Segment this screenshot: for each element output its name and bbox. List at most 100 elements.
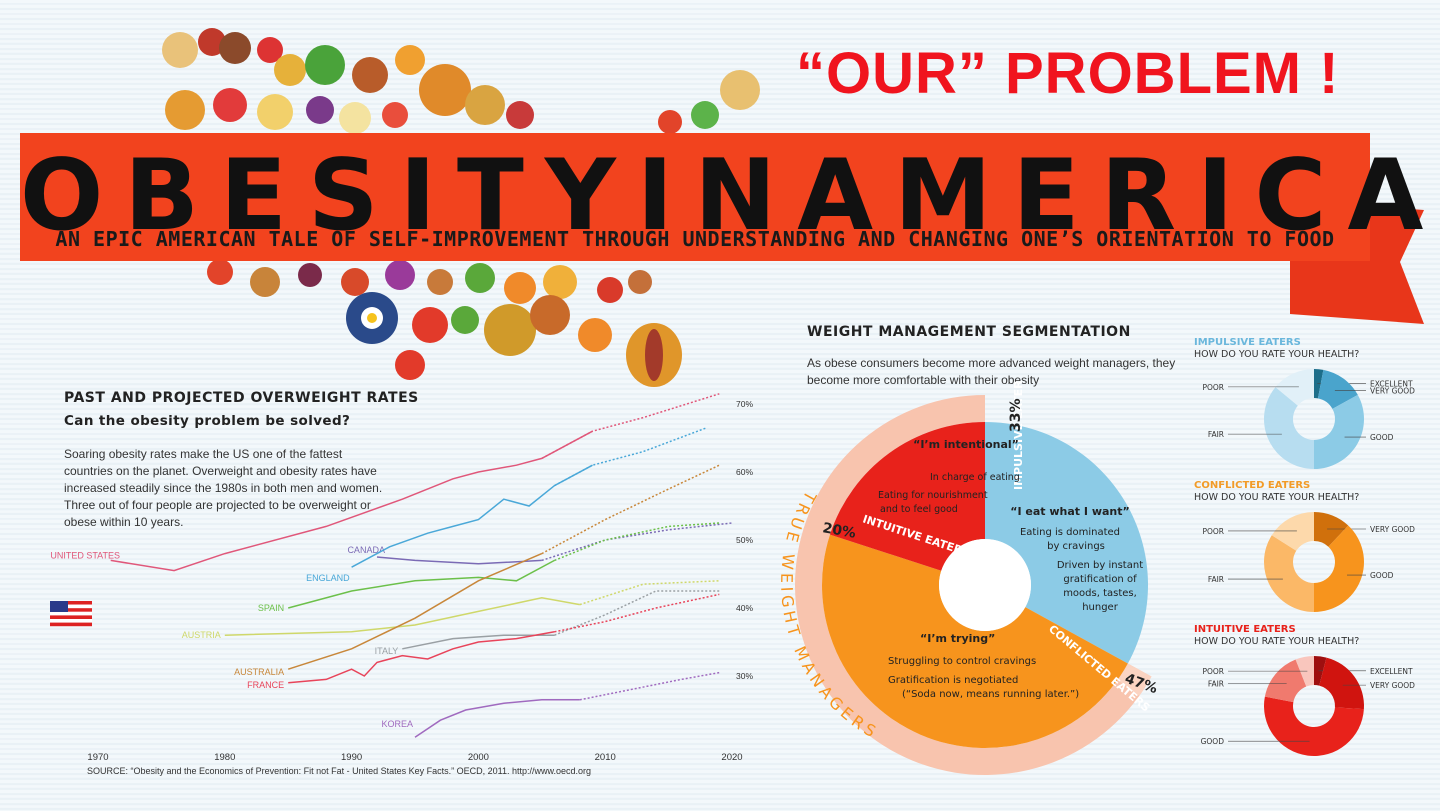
series-line — [351, 464, 593, 568]
series-line — [110, 430, 593, 572]
health-slice — [1314, 512, 1349, 547]
health-label: POOR — [1202, 383, 1224, 392]
health-label: GOOD — [1370, 571, 1394, 580]
panel-question: HOW DO YOU RATE YOUR HEALTH? — [1194, 349, 1359, 360]
series-line — [402, 634, 555, 650]
health-label: EXCELLENT — [1370, 380, 1413, 389]
segment-text: In charge of eating — [930, 472, 1020, 483]
health-slice — [1264, 535, 1314, 612]
series-line — [414, 699, 580, 738]
series-label: KOREA — [381, 719, 413, 729]
series-label: UNITED STATES — [50, 550, 120, 560]
segmentation-title: WEIGHT MANAGEMENT SEGMENTATION — [807, 324, 1131, 340]
health-label: VERY GOOD — [1370, 525, 1415, 534]
series-projection — [579, 671, 720, 701]
segment-text: Eating is dominated — [1020, 527, 1120, 538]
food-cluster-top — [162, 28, 760, 134]
y-tick-label: 40% — [736, 603, 753, 613]
series-label: ITALY — [375, 646, 399, 656]
health-label: FAIR — [1208, 679, 1224, 688]
series-projection — [541, 393, 720, 460]
segment-text: Gratification is negotiated — [888, 675, 1018, 686]
x-tick-label: 2010 — [595, 752, 616, 763]
food-illustration — [162, 28, 760, 387]
health-label: VERY GOOD — [1370, 681, 1415, 690]
health-label: EXCELLENT — [1370, 667, 1413, 676]
panel-title: INTUITIVE EATERS — [1194, 624, 1296, 635]
series-label: AUSTRIA — [182, 630, 221, 640]
x-tick-label: 1970 — [87, 752, 108, 763]
segment-text: gratification of — [1063, 574, 1137, 585]
segment-text: and to feel good — [880, 504, 958, 515]
chart-source: SOURCE: “Obesity and the Economics of Pr… — [87, 766, 592, 776]
series-line — [288, 631, 555, 684]
y-tick-label: 30% — [736, 671, 753, 681]
x-tick-label: 1990 — [341, 752, 362, 763]
x-tick-label: 1980 — [214, 752, 235, 763]
health-slice — [1317, 369, 1358, 409]
health-slice — [1319, 657, 1364, 710]
segment-text: Struggling to control cravings — [888, 656, 1036, 667]
panel-question: HOW DO YOU RATE YOUR HEALTH? — [1194, 492, 1359, 503]
series-label: CANADA — [347, 545, 385, 555]
series-line — [288, 559, 555, 609]
segment-text: (“Soda now, means running later.”) — [902, 689, 1079, 700]
series-projection — [554, 427, 707, 487]
y-tick-label: 70% — [736, 399, 753, 409]
health-slice — [1264, 387, 1314, 469]
segment-text: moods, tastes, — [1063, 588, 1137, 599]
x-tick-label: 2000 — [468, 752, 489, 763]
segment-name: IMPULSIVE EATERS — [1012, 380, 1025, 490]
series-label: FRANCE — [247, 680, 284, 690]
panel-question: HOW DO YOU RATE YOUR HEALTH? — [1194, 636, 1359, 647]
series-projection — [554, 593, 720, 633]
segment-text: “I eat what I want” — [1010, 505, 1129, 518]
segment-percent: 33% — [1008, 398, 1024, 432]
line-chart-description: Soaring obesity rates make the US one of… — [64, 447, 383, 529]
x-tick-label: 2020 — [721, 752, 742, 763]
series-label: AUSTRALIA — [234, 667, 284, 677]
series-label: ENGLAND — [306, 573, 350, 583]
segment-percent: 20% — [821, 520, 857, 542]
health-slice — [1314, 525, 1364, 612]
line-chart-subtitle: Can the obesity problem be solved? — [64, 413, 351, 429]
series-projection — [554, 522, 720, 562]
health-label: VERY GOOD — [1370, 386, 1415, 395]
health-slice — [1275, 369, 1314, 406]
segment-1 — [821, 534, 1128, 749]
series-projection — [541, 522, 733, 562]
main-title: OBESITYINAMERICA — [20, 139, 1440, 253]
segment-0 — [985, 422, 1149, 664]
food-cluster-bottom — [207, 259, 682, 387]
segment-text: “I’m trying” — [920, 632, 995, 645]
segment-text: Eating for nourishment — [878, 490, 988, 501]
overweight-rates-chart: 1970 1980 1990 2000 2010 2020 30% 40% 50% 60% 70% U… — [50, 393, 753, 763]
line-chart-title: PAST AND PROJECTED OVERWEIGHT RATES — [64, 390, 419, 406]
overlay-headline: “OUR” PROBLEM ! — [796, 41, 1340, 106]
series-line — [224, 597, 580, 636]
segment-2 — [829, 422, 985, 571]
y-tick-label: 50% — [736, 535, 753, 545]
segment-text: “I’m intentional” — [913, 438, 1019, 451]
series-label: SPAIN — [258, 603, 284, 613]
health-label: POOR — [1202, 527, 1224, 536]
health-slice — [1264, 659, 1307, 703]
segment-text: by cravings — [1047, 541, 1105, 552]
outer-band-start — [1117, 663, 1152, 696]
series-line — [287, 552, 543, 670]
us-flag-icon — [50, 601, 92, 627]
main-subtitle: AN EPIC AMERICAN TALE OF SELF-IMPROVEMEN… — [55, 227, 1335, 251]
health-label: POOR — [1202, 667, 1224, 676]
panel-title: CONFLICTED EATERS — [1194, 480, 1310, 491]
segment-text: Driven by instant — [1057, 560, 1143, 571]
health-slice — [1314, 394, 1364, 469]
donut-hole — [939, 539, 1031, 631]
health-label: FAIR — [1208, 575, 1224, 584]
segmentation-donut: “I eat what I want” Eating is dominated by… — [780, 380, 1160, 775]
health-slice — [1271, 512, 1314, 551]
series-line — [376, 556, 542, 565]
series-projection — [579, 580, 720, 606]
health-label: GOOD — [1370, 433, 1394, 442]
y-tick-label: 60% — [736, 467, 753, 477]
